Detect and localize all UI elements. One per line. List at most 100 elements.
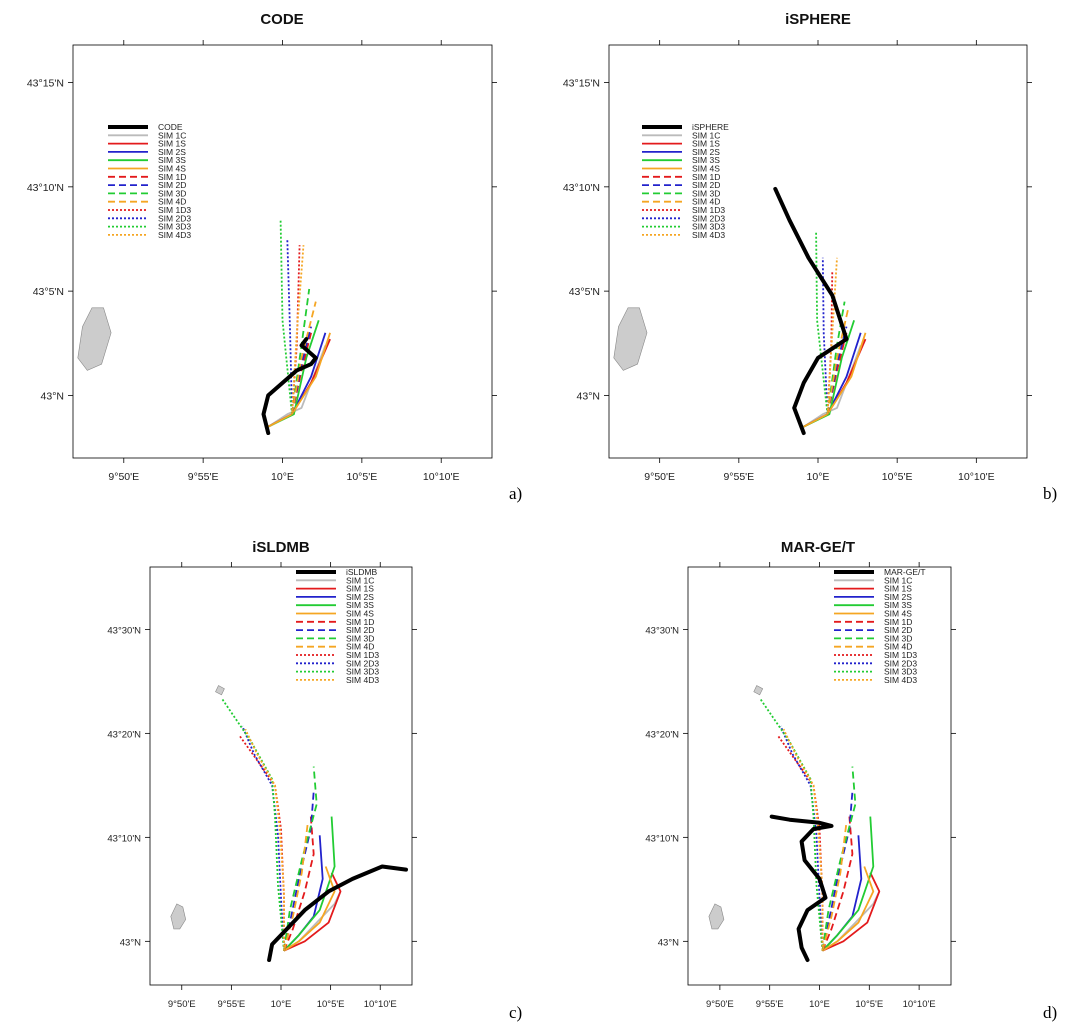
x-tick-label: 10°E [809, 999, 830, 1010]
x-tick-label: 10°5'E [346, 471, 377, 483]
panel-label: c) [509, 1003, 522, 1022]
y-tick-label: 43°5'N [569, 286, 600, 298]
panel-d: MAR-GE/T d) 9°50'E 9°55'E 10°E 10°5'E 10°10'… [645, 539, 1057, 1022]
series-line-sim-4s [822, 866, 875, 952]
panel-label: d) [1043, 1003, 1057, 1022]
legend-label: SIM 1S [158, 139, 186, 149]
legend-label: SIM 4S [884, 609, 912, 619]
legend-label: SIM 2D [158, 180, 186, 190]
series-line-sim-3d3 [279, 220, 293, 415]
legend-label: SIM 3S [692, 155, 720, 165]
y-tick-label: 43°10'N [563, 182, 600, 194]
y-tick-label: 43°N [577, 390, 600, 402]
series-line-sim-4d [283, 822, 309, 951]
island-shape [753, 685, 764, 696]
x-tick-label: 10°5'E [882, 471, 913, 483]
series-line-sim-4s [283, 866, 336, 952]
series-line-sim-3d [821, 766, 857, 951]
panel-title: iSLDMB [252, 539, 310, 556]
x-tick-label: 10°10'E [958, 471, 995, 483]
series-line-sim-4s [267, 332, 331, 428]
legend-label: SIM 3D3 [158, 222, 191, 232]
x-tick-label: 10°5'E [317, 999, 345, 1010]
x-tick-label: 9°55'E [756, 999, 784, 1010]
series-line-sim-1s [267, 338, 331, 428]
legend-label: SIM 3D3 [884, 667, 917, 677]
legend-label: SIM 3D3 [346, 667, 379, 677]
series-line-sim-3s [283, 816, 336, 952]
x-tick-label: 10°E [807, 471, 830, 483]
series-line-sim-1s [803, 338, 867, 428]
y-tick-label: 43°30'N [645, 625, 679, 636]
island-shape [215, 685, 225, 696]
legend-label: SIM 4D3 [884, 675, 917, 685]
observed-trajectory [261, 337, 318, 435]
series-line-sim-1d [283, 816, 315, 952]
x-tick-label: 9°55'E [188, 471, 219, 483]
legend-label: SIM 3D [884, 633, 912, 643]
series-line-sim-3s [821, 816, 875, 952]
legend-label: SIM 2S [346, 592, 374, 602]
legend-label: SIM 1D3 [692, 205, 725, 215]
series-line-sim-1d3 [238, 734, 285, 951]
panel-title: iSPHERE [785, 11, 851, 28]
series-line-sim-2d3 [286, 238, 293, 415]
legend-label: SIM 1D [884, 617, 912, 627]
x-tick-label: 10°10'E [364, 999, 397, 1010]
y-tick-label: 43°15'N [563, 78, 600, 90]
legend-label: SIM 2D3 [884, 658, 917, 668]
island-shape [77, 307, 112, 371]
legend-label: SIM 4D3 [158, 230, 191, 240]
panel-c: iSLDMB c) 9°50'E 9°55'E 10°E 10°5'E 10°10'E 4… [107, 539, 522, 1022]
legend-label: SIM 4D [692, 197, 720, 207]
series-line-sim-4d [826, 307, 850, 415]
y-tick-label: 43°20'N [645, 729, 679, 740]
x-tick-label: 9°50'E [706, 999, 734, 1010]
legend-label: SIM 4S [692, 164, 720, 174]
series-line-sim-3d3 [815, 232, 829, 415]
legend-label: SIM 2D [692, 180, 720, 190]
y-tick-label: 43°10'N [107, 833, 141, 844]
legend-label: SIM 2S [158, 147, 186, 157]
legend-label: SIM 1D [346, 617, 374, 627]
y-tick-label: 43°5'N [33, 286, 64, 298]
series-line-sim-4d3 [244, 728, 285, 951]
legend-label: SIM 1D3 [884, 650, 917, 660]
island-shape [170, 903, 187, 930]
series-line-sim-2d3 [779, 725, 824, 951]
legend-label: SIM 2D3 [346, 658, 379, 668]
series-line-sim-2d3 [241, 725, 285, 951]
x-tick-label: 10°10'E [903, 999, 936, 1010]
island-shape [708, 903, 725, 930]
series-line-sim-1c [803, 345, 862, 428]
legend-label: SIM 4S [158, 164, 186, 174]
series-line-sim-2d [283, 791, 315, 951]
legend-label: SIM 1C [692, 130, 720, 140]
legend-label: SIM 2S [692, 147, 720, 157]
legend-label: SIM 3S [158, 155, 186, 165]
legend-label: SIM 4D3 [692, 230, 725, 240]
island-shape [613, 307, 648, 371]
legend-label: SIM 3D [692, 188, 720, 198]
series-line-sim-2d3 [821, 257, 829, 415]
legend-label: SIM 1S [346, 584, 374, 594]
panel-label: a) [509, 484, 522, 503]
y-tick-label: 43°10'N [27, 182, 64, 194]
y-tick-label: 43°N [658, 937, 679, 948]
series-line-sim-4d [821, 822, 848, 951]
legend-label: SIM 3D [158, 188, 186, 198]
series-line-sim-4d3 [291, 245, 305, 415]
legend-label: SIM 2D [346, 625, 374, 635]
panel-title: MAR-GE/T [781, 539, 855, 556]
plot-frame [608, 44, 1028, 459]
legend-label: iSLDMB [346, 567, 378, 577]
y-tick-label: 43°N [41, 390, 64, 402]
series-line-sim-2d [821, 791, 854, 951]
panel-title: CODE [260, 11, 303, 28]
legend-label: SIM 3S [346, 600, 374, 610]
legend-label: SIM 1D [158, 172, 186, 182]
legend-label: SIM 1D [692, 172, 720, 182]
series-line-sim-1c [267, 345, 327, 428]
legend-label: SIM 3D [346, 633, 374, 643]
x-tick-label: 10°E [271, 471, 294, 483]
